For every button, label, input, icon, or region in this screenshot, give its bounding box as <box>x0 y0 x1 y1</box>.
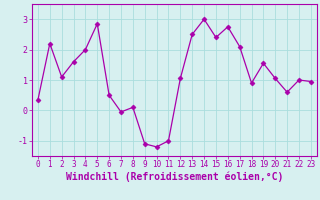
X-axis label: Windchill (Refroidissement éolien,°C): Windchill (Refroidissement éolien,°C) <box>66 172 283 182</box>
